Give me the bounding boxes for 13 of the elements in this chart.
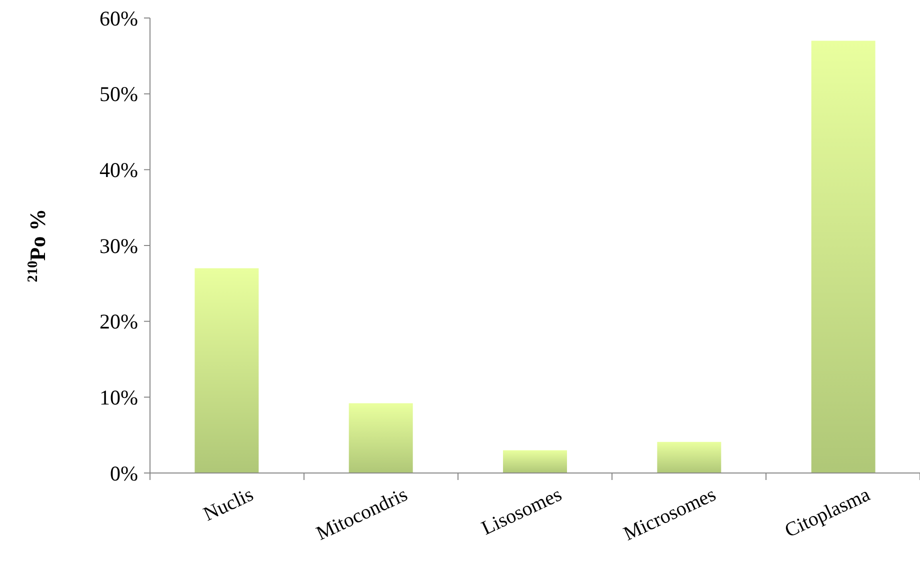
- y-tick-label: 20%: [100, 310, 138, 334]
- bar: [348, 403, 413, 473]
- y-tick-label: 10%: [100, 386, 138, 410]
- y-tick-label: 0%: [110, 461, 138, 486]
- x-tick-label: Nuclis: [200, 484, 257, 526]
- bar: [657, 442, 722, 473]
- bar: [503, 450, 567, 473]
- y-tick-label: 30%: [100, 234, 138, 258]
- y-tick-label: 40%: [100, 158, 138, 182]
- y-tick-label: 60%: [100, 6, 138, 30]
- y-tick-label: 50%: [100, 82, 138, 106]
- bar: [811, 40, 876, 473]
- bar: [194, 268, 259, 473]
